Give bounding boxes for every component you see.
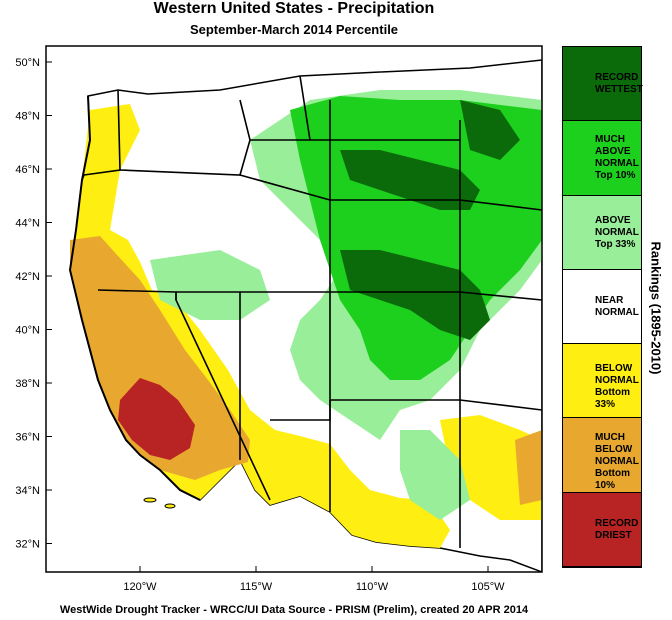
latitude-label: 34°N — [15, 485, 40, 497]
map-frame — [45, 45, 543, 573]
legend-title: Rankings (1895-2010) — [648, 241, 664, 375]
legend-swatch — [563, 121, 641, 195]
legend-label: NEAR NORMAL — [595, 294, 639, 318]
region-record-wettest-nd — [460, 100, 520, 160]
legend-label: BELOW NORMAL Bottom 33% — [595, 363, 639, 411]
longitude-label: 115°W — [240, 581, 273, 593]
state-borders — [81, 75, 542, 548]
legend-label: ABOVE NORMAL Top 33% — [595, 214, 639, 250]
latitude-label: 32°N — [15, 539, 40, 551]
legend: RECORD WETTEST MUCH ABOVE NORMAL Top 10% A… — [562, 46, 643, 568]
latitude-label: 50°N — [15, 57, 40, 69]
channel-island — [164, 503, 176, 509]
region-record-driest — [118, 378, 195, 460]
latitude-label: 48°N — [15, 111, 40, 123]
longitude-label: 110°W — [356, 581, 389, 593]
region-above-normal-nm — [400, 430, 470, 520]
legend-swatch — [563, 492, 641, 566]
legend-swatch — [563, 195, 641, 269]
longitude-label: 120°W — [123, 581, 157, 593]
latitude-label: 46°N — [15, 164, 40, 176]
map-area — [46, 46, 542, 572]
longitude-ticks: 120°W 115°W 110°W 105°W — [123, 566, 505, 593]
latitude-label: 40°N — [15, 325, 40, 337]
map-subtitle: September-March 2014 Percentile — [189, 22, 399, 37]
legend-swatch — [563, 418, 641, 492]
legend-label: MUCH BELOW NORMAL Bottom 10% — [595, 431, 639, 491]
latitude-label: 44°N — [15, 218, 40, 230]
legend-item: MUCH BELOW NORMAL Bottom 10% — [563, 418, 641, 493]
pacific-coastline — [68, 95, 201, 501]
legend-label: RECORD DRIEST — [595, 517, 639, 541]
legend-item: RECORD DRIEST — [563, 492, 641, 567]
channel-island — [143, 497, 157, 503]
longitude-label: 105°W — [471, 581, 505, 593]
legend-item: MUCH ABOVE NORMAL Top 10% — [563, 121, 641, 196]
legend-item: ABOVE NORMAL Top 33% — [563, 195, 641, 270]
legend-swatch — [563, 269, 641, 344]
region-record-wettest-mt — [340, 150, 480, 210]
region-much-below-east — [515, 430, 542, 505]
legend-item: RECORD WETTEST — [563, 47, 643, 122]
latitude-label: 42°N — [15, 271, 40, 283]
legend-item: NEAR NORMAL — [563, 269, 641, 345]
legend-swatch — [563, 344, 641, 418]
latitude-label: 38°N — [15, 378, 40, 390]
latitude-label: 36°N — [15, 432, 40, 444]
legend-item: BELOW NORMAL Bottom 33% — [563, 344, 641, 419]
legend-label: MUCH ABOVE NORMAL Top 10% — [595, 134, 639, 182]
footer-credit: WestWide Drought Tracker - WRCC/UI Data … — [59, 604, 529, 616]
legend-swatch — [563, 47, 641, 121]
region-record-wettest-wy — [340, 250, 490, 340]
latitude-ticks: 50°N 48°N 46°N 44°N 42°N 40°N 38°N 36°N 34°N 32°N — [15, 57, 52, 551]
legend-label: RECORD WETTEST — [595, 72, 643, 96]
map-title: Western United States - Precipitation — [153, 0, 435, 17]
